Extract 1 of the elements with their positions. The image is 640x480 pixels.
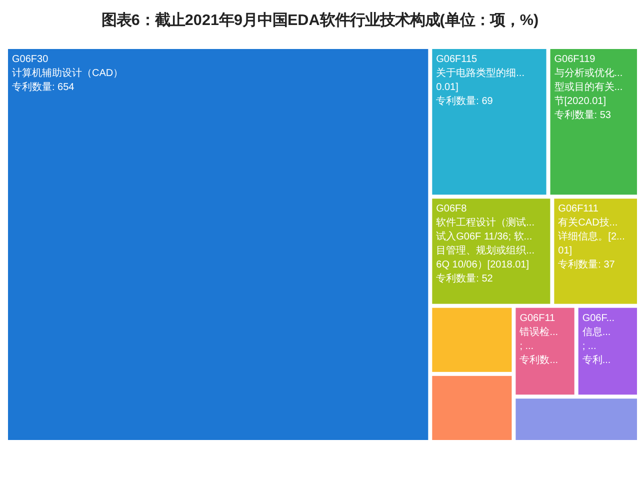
title: 图表6：截止2021年9月中国EDA软件行业技术构成(单位：项，%) <box>101 12 539 29</box>
